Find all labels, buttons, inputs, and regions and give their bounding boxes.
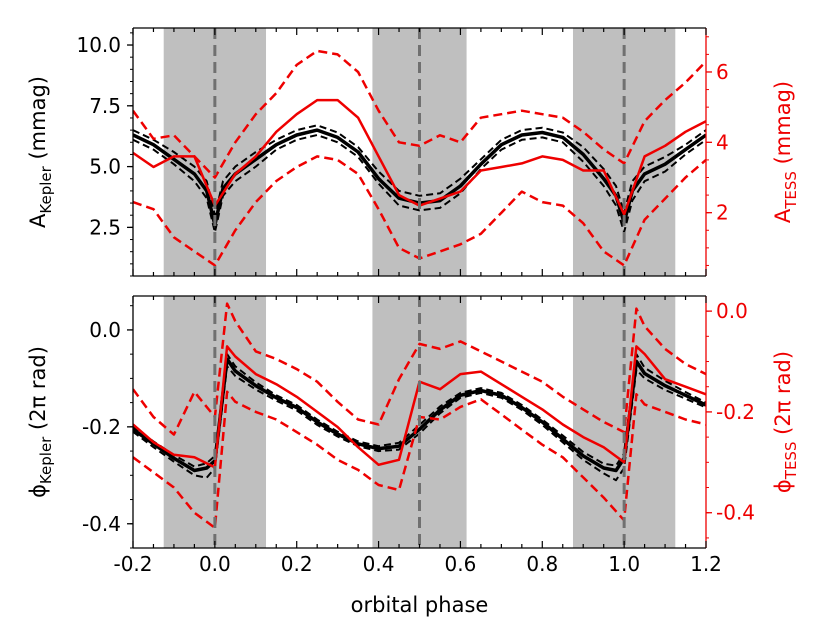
y-left-tick-label: 10.0 <box>76 33 121 57</box>
x-tick-label: 0.2 <box>281 552 313 576</box>
x-tick-label: 1.0 <box>608 552 640 576</box>
x-tick-label: 0.6 <box>445 552 477 576</box>
kepler-bound-line <box>133 124 706 217</box>
y-right-tick-label: -0.2 <box>716 400 755 424</box>
x-tick-label: -0.2 <box>113 552 152 576</box>
y-left-tick-label: 2.5 <box>89 215 121 239</box>
y-right-label-units: (2π rad) <box>771 351 795 442</box>
series-group <box>133 49 706 267</box>
y-left-axis-label: ϕKepler (2π rad) <box>26 346 55 498</box>
y-left-label-units: (mmag) <box>26 76 50 166</box>
y-right-label-sub: TESS <box>782 442 800 481</box>
y-left-label-sub: Kepler <box>37 436 55 484</box>
x-tick-label: 0.4 <box>363 552 395 576</box>
y-left-tick-label: -0.2 <box>82 415 121 439</box>
panel-phase: -0.2 0.0 0.2 0.4 0.6 0.8 1.0 1.2 -0.4 -0.2 0.0 -0.4… <box>26 295 800 617</box>
y-right-axis-label: ϕTESS (2π rad) <box>771 351 800 493</box>
kepler-bound-line <box>133 134 706 234</box>
y-left-tick-label: 5.0 <box>89 155 121 179</box>
x-axis-label: orbital phase <box>351 593 489 617</box>
y-right-tick-label: 4 <box>716 130 729 154</box>
y-right-tick-label: 6 <box>716 60 729 84</box>
y-right-tick-label: 0.0 <box>716 299 748 323</box>
y-right-tick-label: 2 <box>716 201 729 225</box>
x-tick-label: 0.8 <box>526 552 558 576</box>
y-left-tick-label: 0.0 <box>89 318 121 342</box>
y-left-label-sub: Kepler <box>37 165 55 213</box>
tess-bound-line <box>133 49 706 179</box>
y-left-tick-label: 7.5 <box>89 94 121 118</box>
y-right-label-sub: TESS <box>782 171 800 210</box>
y-right-label-main: A <box>771 208 795 223</box>
y-left-label-units: (2π rad) <box>26 346 50 437</box>
y-left-label-main: A <box>26 213 50 228</box>
y-right-label-units: (mmag) <box>771 81 795 171</box>
y-right-label-main: ϕ <box>771 479 795 493</box>
y-right-axis-label: ATESS (mmag) <box>771 81 800 223</box>
y-left-axis-label: AKepler (mmag) <box>26 76 55 228</box>
x-tick-label: 1.2 <box>690 552 722 576</box>
x-tick-label: 0.0 <box>199 552 231 576</box>
y-left-tick-label: -0.4 <box>82 512 121 536</box>
y-left-label-main: ϕ <box>26 484 50 498</box>
y-right-tick-label: -0.4 <box>716 501 755 525</box>
